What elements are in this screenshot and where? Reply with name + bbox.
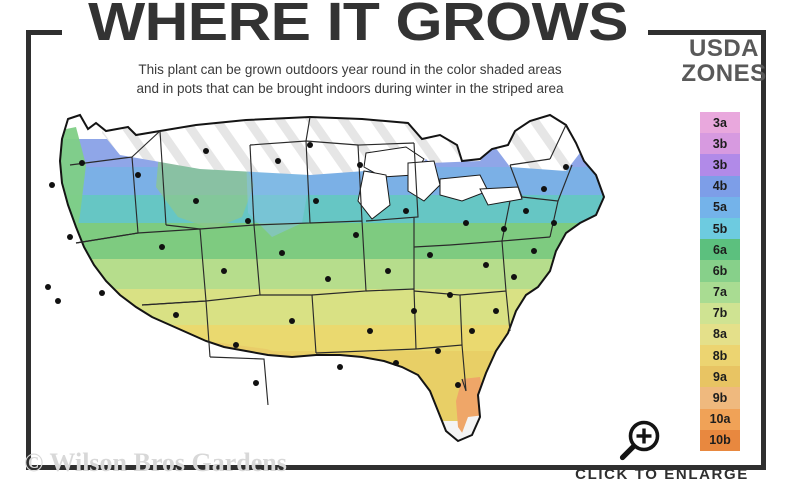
zone-chip-8b-11[interactable]: 8b xyxy=(700,345,740,367)
legend-title-line-2: ZONES xyxy=(681,60,767,87)
great-lakes xyxy=(357,146,523,220)
frame-right-border xyxy=(761,30,766,470)
zone-chip-5a-4[interactable]: 5a xyxy=(700,196,740,218)
zone-chip-10a-14[interactable]: 10a xyxy=(700,408,740,430)
zone-chip-7b-9[interactable]: 7b xyxy=(700,302,740,324)
subtitle-line-2: and in pots that can be brought indoors … xyxy=(136,81,564,96)
zone-chip-label: 10a xyxy=(709,412,731,427)
subtitle-line-1: This plant can be grown outdoors year ro… xyxy=(138,62,562,77)
frame-left-border xyxy=(26,30,31,470)
click-to-enlarge-label[interactable]: CLICK TO ENLARGE xyxy=(575,466,749,483)
frame-bottom-border xyxy=(26,465,766,470)
watermark-credit: © Wilson Bros Gardens xyxy=(24,448,287,477)
zone-chip-3a-0[interactable]: 3a xyxy=(700,112,740,134)
usda-zone-legend: 3a 3b 3b 4b 5a 5b 6a 6b 7a 7b 8a 8b 9a 9b 10a 10b xyxy=(700,112,740,451)
zone-chip-label: 6b xyxy=(712,263,728,278)
zone-chip-10b-15[interactable]: 10b xyxy=(700,429,740,451)
legend-title: USDA ZONES xyxy=(660,36,788,86)
zone-chip-label: 5b xyxy=(712,221,728,236)
city-dots xyxy=(45,142,569,388)
usa-outline xyxy=(58,113,606,443)
zone-chip-label: 9b xyxy=(712,391,728,406)
zone-chip-label: 8b xyxy=(712,348,728,363)
zone-chip-label: 7a xyxy=(713,285,727,300)
zone-chip-6a-6[interactable]: 6a xyxy=(700,239,740,261)
state-boundaries xyxy=(69,116,573,406)
zone-chip-label: 3b xyxy=(712,157,728,172)
frame-top-left-border xyxy=(26,30,62,35)
zone-chip-label: 6a xyxy=(713,242,727,257)
zone-chip-8a-10[interactable]: 8a xyxy=(700,323,740,346)
zone-chip-4b-3[interactable]: 4b xyxy=(700,175,740,197)
magnifier-plus-icon[interactable] xyxy=(618,418,664,464)
zone-chip-9a-12[interactable]: 9a xyxy=(700,366,740,388)
map-svg xyxy=(45,113,606,443)
zone-chip-label: 3b xyxy=(712,136,728,151)
legend-title-line-1: USDA xyxy=(688,35,759,62)
zone-chip-6b-7[interactable]: 6b xyxy=(700,260,740,282)
zone-chip-9b-13[interactable]: 9b xyxy=(700,387,740,409)
zone-chip-label: 5a xyxy=(713,200,727,215)
zone-chip-3b-2[interactable]: 3b xyxy=(700,154,740,176)
zone-chip-label: 9a xyxy=(713,369,727,384)
zone-chip-3b-1[interactable]: 3b xyxy=(700,133,740,155)
zone-chip-label: 4b xyxy=(712,179,728,194)
usda-hardiness-map[interactable] xyxy=(10,105,680,465)
frame-top-right-border xyxy=(648,30,766,35)
zone-chip-label: 8a xyxy=(713,327,727,342)
page-title: WHERE IT GROWS xyxy=(88,0,628,52)
zone-chip-label: 10b xyxy=(709,433,731,448)
page-subtitle: This plant can be grown outdoors year ro… xyxy=(40,60,660,98)
zone-chip-5b-5[interactable]: 5b xyxy=(700,217,740,240)
zone-chip-label: 3a xyxy=(713,115,727,130)
zone-chip-label: 7b xyxy=(712,306,728,321)
zone-chip-7a-8[interactable]: 7a xyxy=(700,281,740,303)
